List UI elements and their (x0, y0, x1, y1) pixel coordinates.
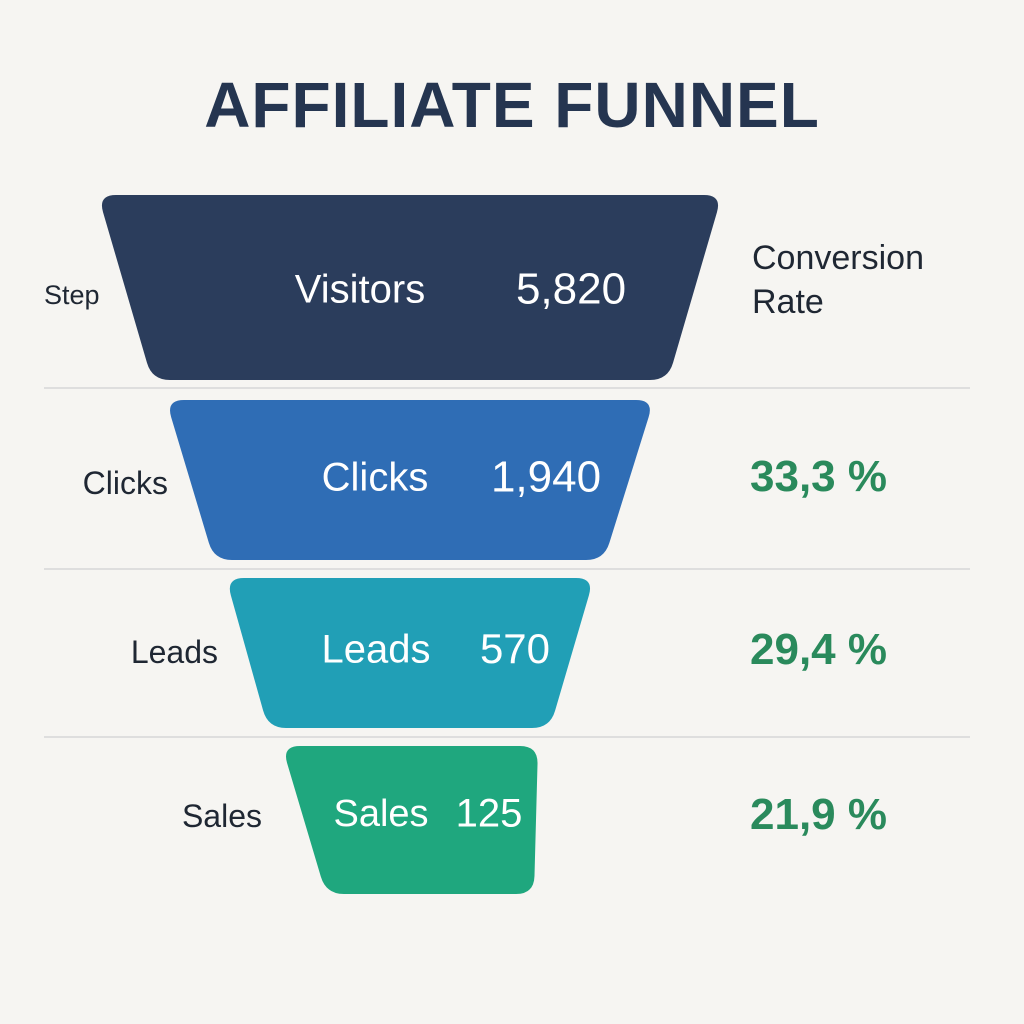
funnel-bar-clicks (170, 400, 650, 560)
funnel-bar-visitors (101, 195, 719, 380)
funnel-bar-label-sales: Sales (333, 793, 428, 835)
funnel-bar-value-leads: 570 (480, 625, 550, 672)
funnel-bar-label-clicks: Clicks (322, 456, 429, 500)
conversion-rate-column-header: Conversion Rate (752, 236, 924, 324)
funnel-bar-leads (229, 578, 591, 728)
step-column-header: Step (44, 280, 100, 310)
chart-title: AFFILIATE FUNNEL (204, 69, 820, 141)
funnel-bar-value-sales: 125 (456, 792, 523, 836)
step-label-leads: Leads (130, 633, 218, 670)
funnel-bar-value-visitors: 5,820 (516, 265, 626, 314)
conversion-rate-sales: 21,9 % (750, 790, 887, 839)
conversion-rate-clicks: 33,3 % (750, 452, 887, 501)
funnel-bar-sales (285, 746, 538, 894)
step-label-sales: Sales (181, 797, 262, 834)
funnel-bar-label-leads: Leads (322, 628, 431, 672)
funnel-bar-label-visitors: Visitors (295, 268, 425, 312)
conversion-rate-header-line2: Rate (752, 283, 824, 321)
funnel-bar-value-clicks: 1,940 (491, 453, 601, 502)
conversion-rate-header-line1: Conversion (752, 239, 924, 277)
conversion-rate-leads: 29,4 % (750, 625, 887, 674)
step-label-clicks: Clicks (82, 464, 168, 501)
